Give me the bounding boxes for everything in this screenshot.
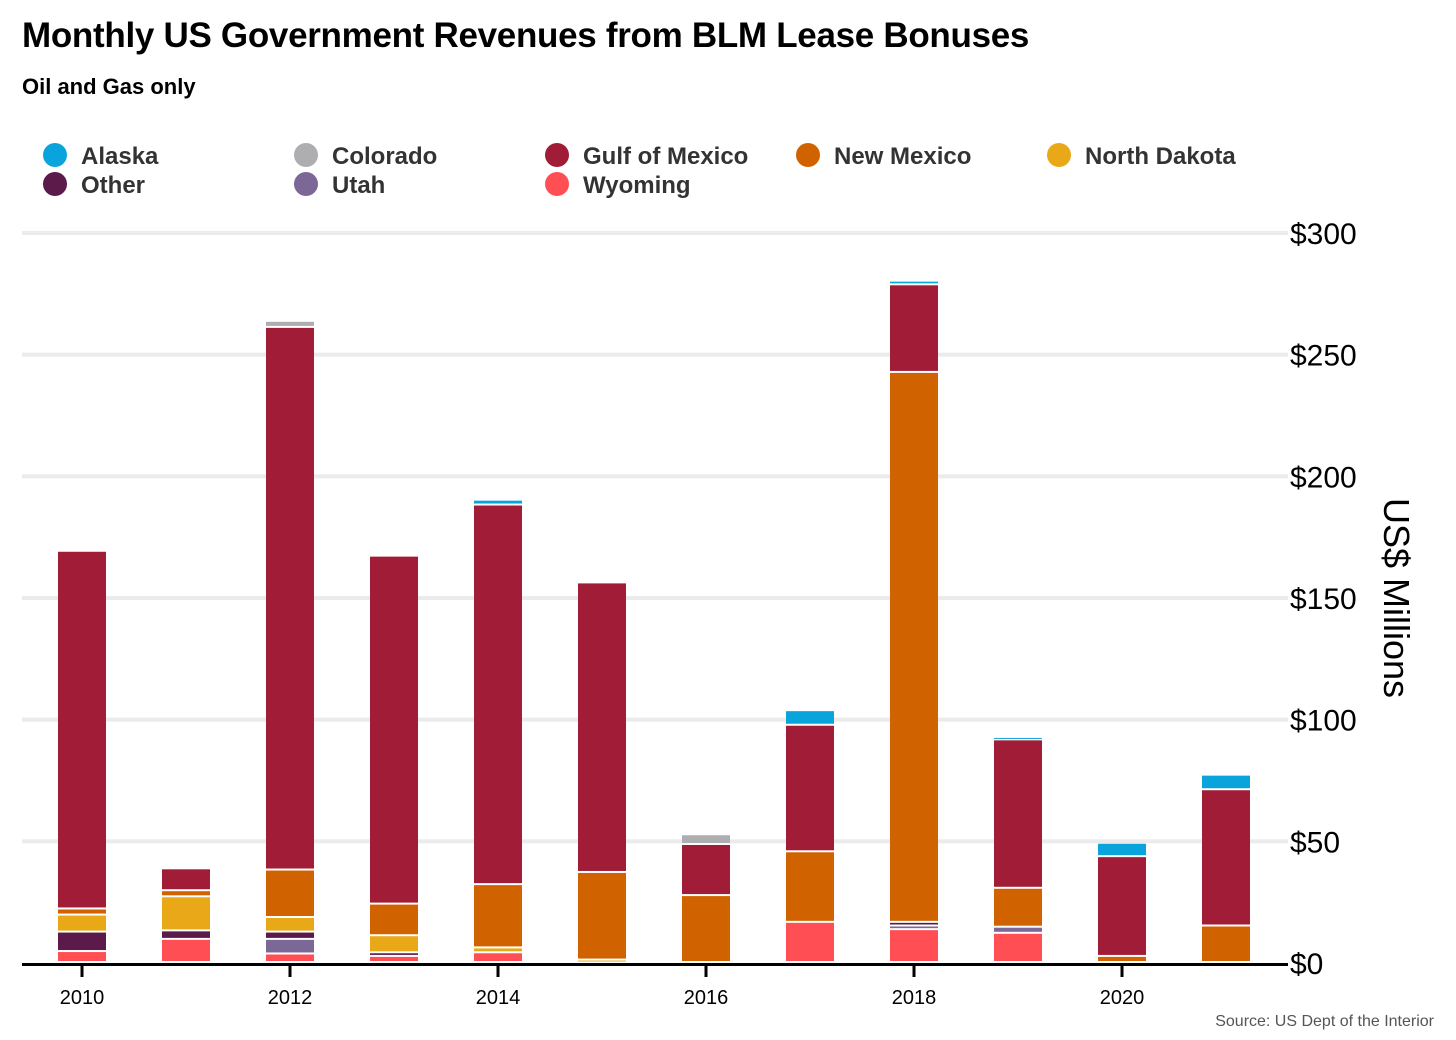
bar-segment-2014-wyoming [474,953,522,961]
bar-segment-2017-gulf-of-mexico [786,725,834,851]
bar-segment-2011-other [162,931,210,938]
chart-subtitle: Oil and Gas only [22,74,196,99]
y-tick-label: $100 [1290,705,1357,738]
bar-segment-2019-gulf-of-mexico [994,740,1042,887]
bar-segment-2014-new-mexico [474,885,522,947]
legend-swatch-alaska [43,143,67,167]
bar-segment-2011-gulf-of-mexico [162,869,210,890]
bar-segment-2020-gulf-of-mexico [1098,857,1146,955]
bar-segment-2020-new-mexico [1098,956,1146,961]
bar-segment-2019-utah [994,927,1042,932]
chart-title: Monthly US Government Revenues from BLM … [22,16,1030,55]
bar-segment-2019-wyoming [994,933,1042,961]
bar-segment-2020-alaska [1098,843,1146,856]
legend-label: New Mexico [834,143,971,170]
bar-segment-2011-wyoming [162,939,210,961]
axes: 2010 2012 2014 2016 2018 2020 [22,963,1288,1009]
y-tick-label: $300 [1290,218,1357,251]
x-tick-label: 2014 [476,987,521,1009]
legend-label: Wyoming [583,172,691,199]
bar-segment-2018-new-mexico [890,372,938,921]
bar-segment-2012-other [266,932,314,938]
bar-segment-2010-new-mexico [58,909,106,914]
bar-segment-2010-other [58,932,106,951]
bar-segment-2013-other [370,953,418,955]
bar-segment-2013-new-mexico [370,904,418,935]
bar-segment-2018-gulf-of-mexico [890,285,938,371]
x-tick-label: 2020 [1100,987,1145,1009]
legend-swatch-north-dakota [1047,143,1071,167]
legend-label: Alaska [81,143,159,170]
bar-segment-2014-north-dakota [474,948,522,952]
bar-segment-2019-alaska [994,737,1042,739]
legend-swatch-colorado [294,143,318,167]
x-tick-label: 2016 [684,987,729,1009]
bar-segment-2014-alaska [474,500,522,504]
bar-segment-2013-wyoming [370,956,418,961]
bar-segment-2011-new-mexico [162,891,210,896]
bar-segment-2012-wyoming [266,954,314,961]
bar-segment-2016-colorado [682,835,730,843]
legend-label: Colorado [332,143,437,170]
legend-label: Other [81,172,145,199]
bar-segment-2021-gulf-of-mexico [1202,790,1250,925]
bar-segment-2010-wyoming [58,952,106,961]
legend-swatch-wyoming [545,172,569,196]
legend-label: Utah [332,172,385,199]
bar-segment-2018-wyoming [890,930,938,961]
x-tick-label: 2018 [892,987,937,1009]
bar-segment-2021-alaska [1202,775,1250,789]
legend-swatch-utah [294,172,318,196]
bar-segment-2012-utah [266,939,314,953]
legend: Alaska Colorado Gulf of Mexico New Mexico No… [43,143,1236,199]
x-tick-label: 2012 [268,987,313,1009]
y-tick-label: $200 [1290,461,1357,494]
bar-segment-2016-new-mexico [682,896,730,961]
bar-segment-2017-wyoming [786,922,834,961]
bar-segment-2012-colorado [266,321,314,326]
bar-segment-2018-utah [890,926,938,929]
y-tick-label: $250 [1290,340,1357,373]
bar-segment-2012-new-mexico [266,870,314,916]
bar-segment-2014-gulf-of-mexico [474,505,522,884]
bar-segment-2019-new-mexico [994,888,1042,926]
legend-swatch-gulf-of-mexico [545,143,569,167]
legend-swatch-new-mexico [796,143,820,167]
y-axis-title: US$ Millions [1376,498,1417,698]
bar-segment-2010-gulf-of-mexico [58,551,106,908]
gridlines: $0 $50 $100 $150 $200 $250 $300 [22,218,1357,981]
bar-segment-2018-other [890,922,938,925]
bars [58,281,1250,962]
bar-segment-2012-gulf-of-mexico [266,327,314,869]
legend-label: Gulf of Mexico [583,143,748,170]
bar-segment-2016-gulf-of-mexico [682,844,730,895]
legend-label: North Dakota [1085,143,1236,170]
legend-swatch-other [43,172,67,196]
bar-segment-2015-new-mexico [578,872,626,959]
bar-segment-2018-alaska [890,281,938,284]
bar-segment-2015-gulf-of-mexico [578,583,626,871]
y-tick-label: $150 [1290,583,1357,616]
bar-segment-2012-north-dakota [266,917,314,931]
bar-segment-2017-new-mexico [786,852,834,921]
bar-segment-2017-alaska [786,711,834,724]
bar-segment-2010-north-dakota [58,915,106,931]
bar-segment-2015-north-dakota [578,960,626,962]
bar-segment-2013-north-dakota [370,936,418,952]
bar-segment-2013-gulf-of-mexico [370,556,418,903]
y-tick-label: $50 [1290,826,1340,859]
x-tick-label: 2010 [60,987,105,1009]
y-tick-label: $0 [1290,948,1323,981]
source-note: Source: US Dept of the Interior [1215,1013,1434,1030]
bar-segment-2011-north-dakota [162,897,210,930]
bar-segment-2021-new-mexico [1202,926,1250,961]
